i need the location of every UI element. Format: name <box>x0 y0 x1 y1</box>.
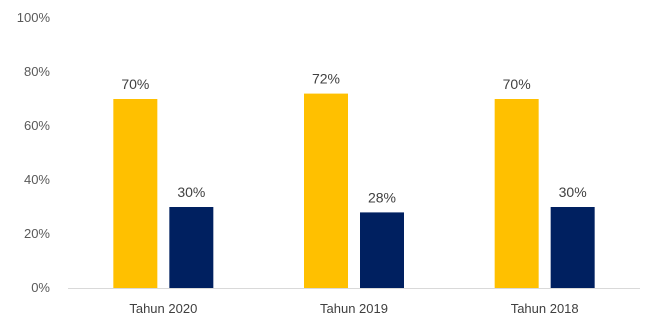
x-tick-label: Tahun 2019 <box>320 301 388 316</box>
x-axis: Tahun 2020 Tahun 2019 Tahun 2018 <box>129 301 578 316</box>
y-axis: 0% 20% 40% 60% 80% 100% <box>17 10 51 295</box>
bar-1-3 <box>494 99 539 288</box>
data-label: 28% <box>368 189 396 205</box>
bar-1-2 <box>304 93 348 288</box>
data-label: 70% <box>503 76 531 92</box>
y-tick-label: 20% <box>24 226 50 241</box>
bar-2-1 <box>169 207 214 288</box>
data-label: 72% <box>312 71 340 87</box>
data-labels-group: 70% 30% 72% 28% 70% 30% <box>121 71 586 206</box>
y-tick-label: 0% <box>31 280 50 295</box>
data-label: 70% <box>121 76 149 92</box>
data-label: 30% <box>177 184 205 200</box>
bar-2-3 <box>550 207 595 288</box>
data-label: 30% <box>559 184 587 200</box>
x-tick-label: Tahun 2018 <box>511 301 579 316</box>
bar-1-1 <box>113 99 158 288</box>
y-tick-label: 80% <box>24 64 50 79</box>
y-tick-label: 40% <box>24 172 50 187</box>
bars-group <box>113 93 595 288</box>
x-tick-label: Tahun 2020 <box>129 301 197 316</box>
y-tick-label: 100% <box>17 10 51 25</box>
y-tick-label: 60% <box>24 118 50 133</box>
bar-2-2 <box>360 212 404 288</box>
